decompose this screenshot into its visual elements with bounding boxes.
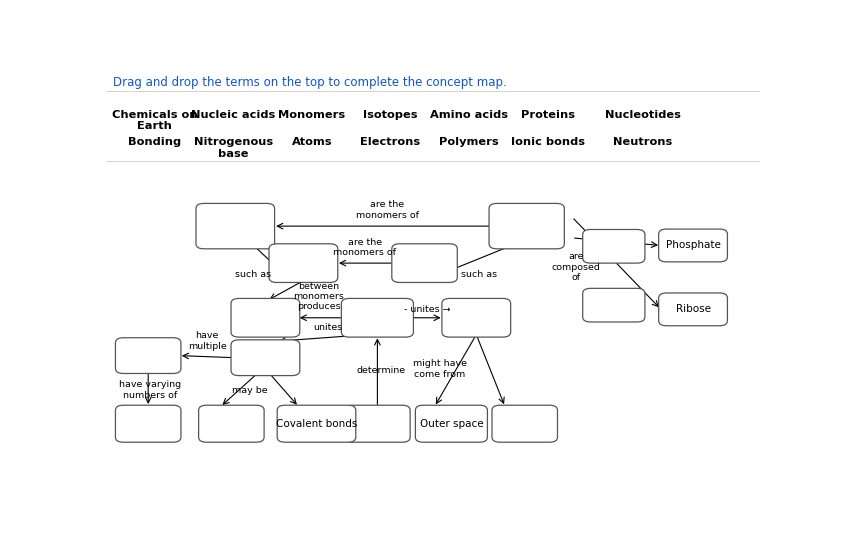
FancyBboxPatch shape — [657, 229, 727, 262]
Text: determine: determine — [355, 366, 405, 375]
FancyBboxPatch shape — [198, 405, 264, 442]
FancyBboxPatch shape — [392, 244, 457, 282]
Text: Polymers: Polymers — [439, 137, 498, 147]
Text: such as: such as — [460, 270, 496, 280]
FancyBboxPatch shape — [196, 204, 274, 249]
FancyBboxPatch shape — [268, 244, 338, 282]
Text: Chemicals on
Earth: Chemicals on Earth — [112, 110, 197, 131]
Text: Proteins: Proteins — [520, 110, 574, 120]
FancyBboxPatch shape — [341, 299, 413, 337]
FancyBboxPatch shape — [441, 299, 510, 337]
Text: Electrons: Electrons — [360, 137, 420, 147]
Text: might have
come from: might have come from — [412, 359, 466, 379]
Text: Phosphate: Phosphate — [665, 240, 720, 251]
FancyBboxPatch shape — [344, 405, 409, 442]
FancyBboxPatch shape — [415, 405, 487, 442]
Text: Drag and drop the terms on the top to complete the concept map.: Drag and drop the terms on the top to co… — [113, 76, 506, 89]
Text: have
multiple: have multiple — [187, 331, 226, 351]
FancyBboxPatch shape — [582, 229, 644, 263]
FancyBboxPatch shape — [116, 405, 181, 442]
Text: Atoms: Atoms — [291, 137, 332, 147]
Text: are
composed
of: are composed of — [551, 252, 599, 282]
Text: Bonding: Bonding — [128, 137, 181, 147]
FancyBboxPatch shape — [230, 299, 300, 337]
Text: Nucleic acids: Nucleic acids — [191, 110, 275, 120]
Text: - unites →: - unites → — [403, 305, 450, 314]
FancyBboxPatch shape — [230, 340, 300, 376]
Text: Nitrogenous
base: Nitrogenous base — [193, 137, 273, 158]
Text: Neutrons: Neutrons — [612, 137, 672, 147]
Text: have varying
numbers of: have varying numbers of — [119, 381, 181, 400]
Text: Nucleotides: Nucleotides — [604, 110, 679, 120]
Text: unites: unites — [313, 323, 343, 333]
Text: may be: may be — [231, 385, 268, 395]
Text: between
monomers
produces: between monomers produces — [293, 282, 344, 311]
Text: are the
monomers of: are the monomers of — [333, 238, 396, 257]
FancyBboxPatch shape — [657, 293, 727, 326]
Text: are the
monomers of: are the monomers of — [355, 200, 419, 220]
Text: Ribose: Ribose — [674, 304, 710, 314]
Text: Monomers: Monomers — [278, 110, 345, 120]
FancyBboxPatch shape — [582, 288, 644, 322]
FancyBboxPatch shape — [489, 204, 564, 249]
FancyBboxPatch shape — [491, 405, 557, 442]
Text: Amino acids: Amino acids — [430, 110, 507, 120]
Text: such as: such as — [235, 270, 271, 280]
FancyBboxPatch shape — [277, 405, 355, 442]
Text: Isotopes: Isotopes — [363, 110, 417, 120]
Text: Outer space: Outer space — [419, 419, 483, 429]
Text: Ionic bonds: Ionic bonds — [510, 137, 584, 147]
FancyBboxPatch shape — [116, 338, 181, 373]
Text: Covalent bonds: Covalent bonds — [275, 419, 357, 429]
